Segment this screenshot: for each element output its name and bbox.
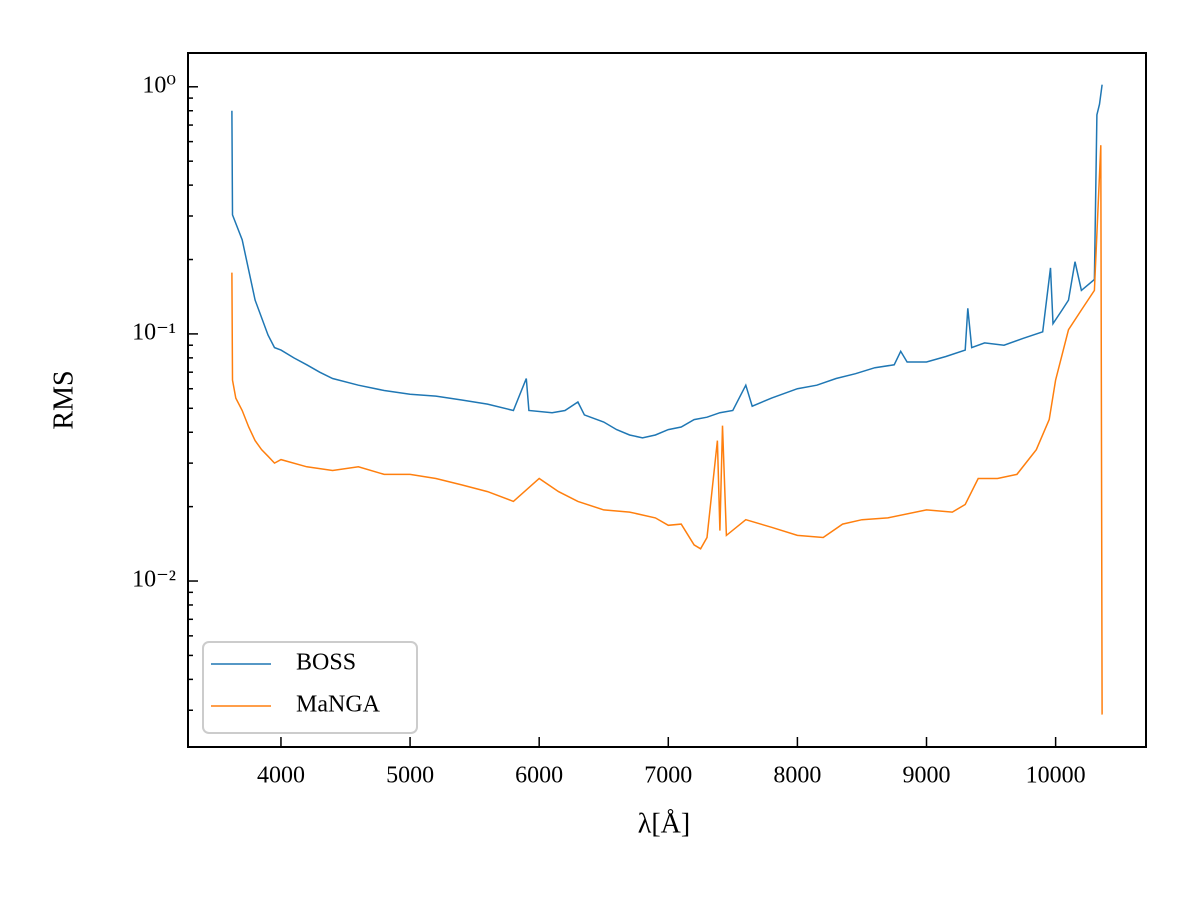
- legend-label: MaNGA: [296, 692, 381, 718]
- series-line: [231, 145, 1103, 715]
- x-axis-label: λ[Å]: [638, 808, 690, 839]
- x-tick-label: 10000: [1026, 763, 1086, 789]
- plot-frame: [187, 52, 1147, 748]
- legend-label: BOSS: [296, 650, 356, 676]
- x-tick-label: 9000: [903, 763, 951, 789]
- y-tick-label: 10⁻¹: [132, 319, 176, 345]
- y-tick-label: 10⁻²: [132, 567, 176, 593]
- series-line: [231, 84, 1103, 439]
- x-tick-label: 4000: [257, 763, 305, 789]
- x-tick-label: 6000: [515, 763, 563, 789]
- y-tick-label: 10⁰: [142, 72, 176, 98]
- x-tick-label: 8000: [773, 763, 821, 789]
- y-axis-label: RMS: [48, 370, 79, 429]
- x-tick-label: 7000: [644, 763, 692, 789]
- x-tick-label: 5000: [386, 763, 434, 789]
